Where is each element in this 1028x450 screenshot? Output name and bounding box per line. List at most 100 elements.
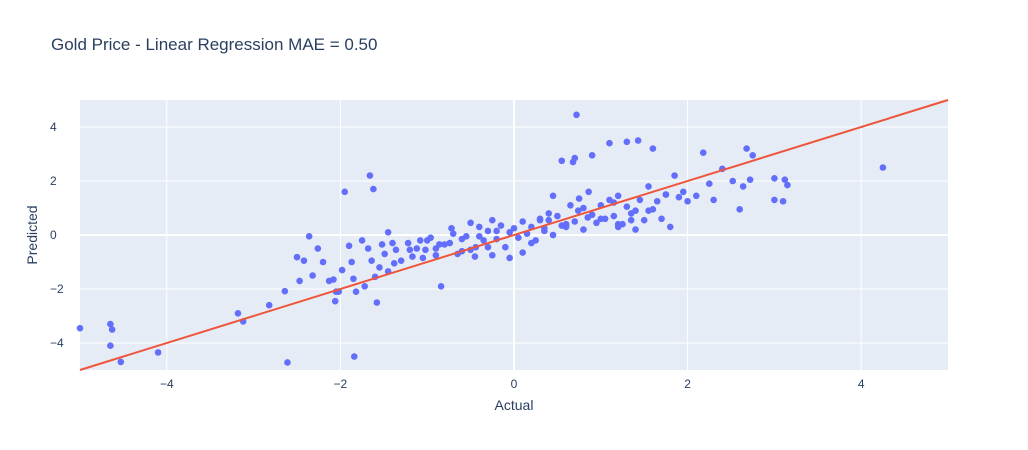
chart-title: Gold Price - Linear Regression MAE = 0.5… <box>51 35 377 54</box>
x-axis-ticks: −4 −2 0 2 4 <box>160 377 865 391</box>
data-point <box>502 243 509 251</box>
data-point <box>404 239 412 247</box>
data-point <box>662 191 670 198</box>
data-point <box>684 197 691 205</box>
data-point <box>627 216 635 224</box>
data-point <box>358 237 366 244</box>
data-point <box>284 359 291 366</box>
regression-line-path <box>79 99 949 371</box>
data-point <box>736 206 743 213</box>
data-point <box>348 258 355 266</box>
data-point <box>448 224 455 232</box>
data-point <box>432 245 440 252</box>
data-point <box>653 197 661 205</box>
data-point <box>154 349 162 356</box>
data-point <box>519 218 526 225</box>
data-point <box>580 226 587 233</box>
data-point <box>376 264 383 271</box>
data-point <box>281 287 289 295</box>
data-point <box>510 224 518 232</box>
y-axis-title: Predicted <box>24 205 40 264</box>
data-point <box>305 233 313 240</box>
data-point <box>107 320 114 328</box>
data-point <box>432 251 440 259</box>
data-point <box>475 223 483 231</box>
data-point <box>446 239 454 247</box>
data-point <box>623 203 631 210</box>
x-tick-label: 2 <box>684 377 691 391</box>
data-point <box>416 237 424 244</box>
y-tick-label: 0 <box>50 228 57 242</box>
x-axis-title: Actual <box>495 397 534 413</box>
data-point <box>623 138 631 146</box>
data-point <box>449 230 457 237</box>
data-point <box>467 219 474 227</box>
data-point <box>497 222 505 229</box>
data-point <box>389 239 396 247</box>
data-point <box>632 226 639 233</box>
data-point <box>437 283 445 290</box>
data-point <box>636 196 644 204</box>
data-point <box>338 266 346 274</box>
regression-line <box>79 99 949 371</box>
data-point <box>614 192 622 200</box>
data-point <box>419 254 427 262</box>
data-point <box>265 301 273 309</box>
data-point <box>545 216 553 224</box>
data-point <box>779 197 787 205</box>
data-point <box>234 310 242 317</box>
data-point <box>739 183 747 190</box>
data-point <box>506 254 513 262</box>
data-point <box>108 326 116 333</box>
data-point <box>489 216 496 224</box>
x-tick-label: 4 <box>858 377 865 391</box>
data-point <box>575 195 583 202</box>
data-point <box>729 177 737 185</box>
data-point <box>593 219 600 227</box>
data-point <box>296 277 303 285</box>
data-point <box>746 176 754 183</box>
y-tick-label: −2 <box>50 282 64 296</box>
data-point <box>330 276 337 283</box>
data-point <box>117 358 125 366</box>
data-point <box>107 342 114 350</box>
data-point <box>409 253 416 260</box>
data-point <box>743 145 750 152</box>
data-point <box>390 260 398 267</box>
data-point <box>649 145 657 152</box>
y-tick-label: 2 <box>50 174 57 188</box>
data-point <box>574 207 582 214</box>
data-points <box>76 111 887 366</box>
data-point <box>771 196 778 204</box>
data-point <box>364 245 372 252</box>
data-point <box>350 353 358 360</box>
data-point <box>441 241 448 248</box>
data-point <box>567 202 574 209</box>
data-point <box>76 324 84 332</box>
data-point <box>352 288 360 296</box>
data-point <box>350 275 357 283</box>
data-point <box>341 188 349 196</box>
data-point <box>580 204 587 212</box>
data-point <box>666 223 674 231</box>
data-point <box>366 172 374 179</box>
data-point <box>392 246 400 254</box>
data-point <box>319 258 327 266</box>
data-point <box>554 212 561 220</box>
data-point <box>309 272 316 279</box>
data-point <box>658 215 665 223</box>
data-point <box>370 185 377 193</box>
data-point <box>378 241 386 248</box>
data-point <box>634 137 642 144</box>
data-point <box>519 249 526 256</box>
data-point <box>397 257 405 264</box>
data-point <box>293 253 301 261</box>
data-point <box>771 175 778 182</box>
data-point <box>406 246 414 254</box>
data-point <box>645 183 652 190</box>
data-point <box>484 243 492 251</box>
data-point <box>569 158 577 166</box>
data-point <box>515 234 522 241</box>
data-point <box>506 229 513 236</box>
